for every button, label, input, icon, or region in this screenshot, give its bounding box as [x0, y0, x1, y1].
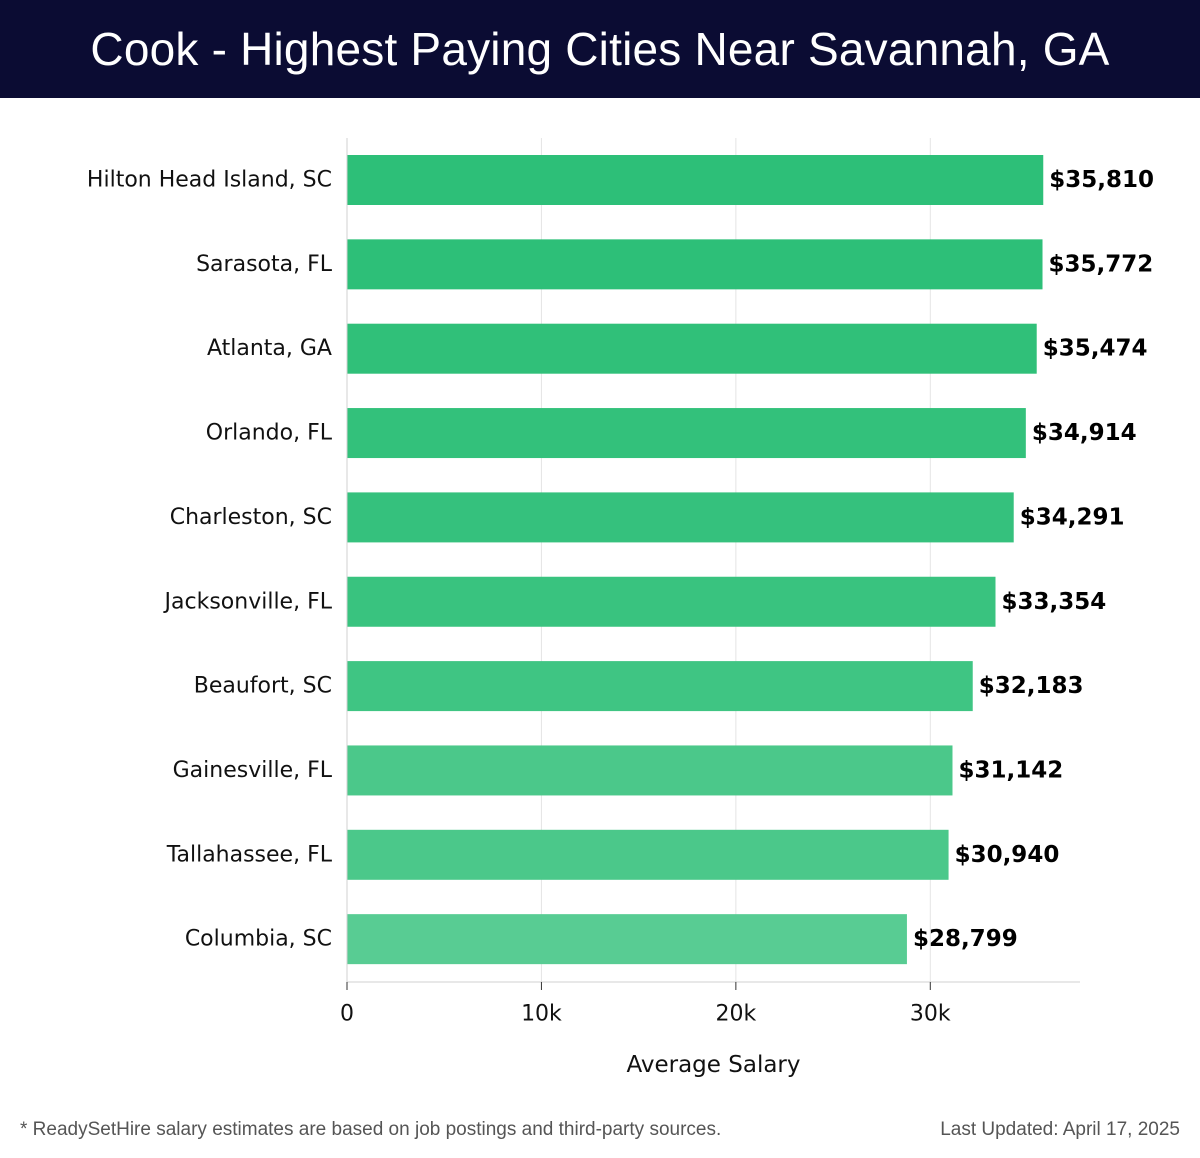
x-tick-label: 10k — [521, 1002, 562, 1027]
bar — [347, 408, 1026, 459]
x-tick-label: 20k — [715, 1002, 756, 1027]
bar — [347, 576, 996, 627]
bar — [347, 239, 1043, 290]
chart-title: Cook - Highest Paying Cities Near Savann… — [90, 23, 1110, 75]
value-label: $33,354 — [1002, 589, 1107, 615]
category-label: Orlando, FL — [206, 421, 333, 446]
value-label: $28,799 — [913, 926, 1018, 952]
category-label: Gainesville, FL — [173, 758, 333, 783]
x-axis-title: Average Salary — [626, 1052, 800, 1078]
bar — [347, 661, 973, 712]
bar — [347, 745, 953, 796]
value-label: $35,474 — [1043, 336, 1148, 362]
x-tick-label: 30k — [910, 1002, 951, 1027]
value-label: $35,772 — [1049, 251, 1154, 277]
category-label: Sarasota, FL — [196, 252, 333, 277]
bar — [347, 492, 1014, 543]
bar — [347, 155, 1044, 205]
value-label: $34,914 — [1032, 420, 1137, 446]
bar — [347, 323, 1037, 374]
category-label: Beaufort, SC — [194, 674, 332, 699]
category-label: Hilton Head Island, SC — [87, 168, 332, 193]
value-label: $34,291 — [1020, 504, 1125, 530]
category-label: Jacksonville, FL — [163, 589, 333, 614]
chart-header: Cook - Highest Paying Cities Near Savann… — [0, 0, 1200, 98]
category-label: Charleston, SC — [170, 505, 332, 530]
bar — [347, 914, 907, 965]
x-tick-label: 0 — [340, 1002, 354, 1027]
value-label: $32,183 — [979, 673, 1084, 699]
value-label: $30,940 — [955, 842, 1060, 868]
category-label: Atlanta, GA — [207, 336, 332, 361]
category-label: Tallahassee, FL — [166, 842, 333, 867]
value-label: $31,142 — [958, 757, 1063, 783]
value-label: $35,810 — [1049, 167, 1154, 193]
last-updated: Last Updated: April 17, 2025 — [940, 1119, 1180, 1140]
footnote: * ReadySetHire salary estimates are base… — [20, 1119, 722, 1140]
category-label: Columbia, SC — [185, 927, 332, 952]
bar — [347, 829, 949, 880]
